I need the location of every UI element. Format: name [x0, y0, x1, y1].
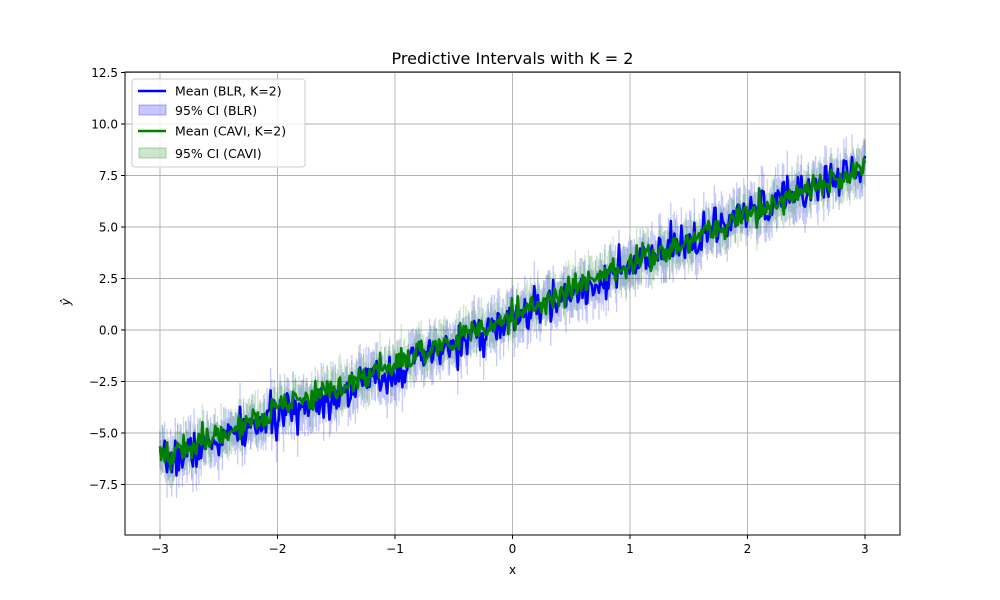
y-tick-label: −2.5	[89, 375, 118, 389]
y-tick-label: 12.5	[91, 66, 118, 80]
x-tick-label: 2	[744, 542, 752, 556]
x-axis-label: x	[509, 563, 516, 577]
x-tick-label: 1	[626, 542, 634, 556]
data-layer	[158, 134, 867, 499]
y-tick-label: 0.0	[99, 324, 118, 338]
legend-item-mean-blr: Mean (BLR, K=2)	[138, 84, 282, 99]
x-tick-label: −1	[386, 542, 404, 556]
legend-item-ci-cavi: 95% CI (CAVI)	[138, 146, 262, 161]
x-tick-label: −2	[269, 542, 287, 556]
legend-label: 95% CI (BLR)	[175, 103, 257, 118]
y-tick-label: −5.0	[89, 427, 118, 441]
legend-patch-cavi-icon	[138, 147, 167, 159]
x-tick-label: −3	[151, 542, 169, 556]
legend-item-mean-cavi: Mean (CAVI, K=2)	[138, 124, 286, 139]
y-tick-label: −7.5	[89, 478, 118, 492]
plot-area	[124, 71, 901, 536]
y-tick-label: 5.0	[99, 221, 118, 235]
legend-label: Mean (BLR, K=2)	[175, 84, 282, 99]
legend-item-ci-blr: 95% CI (BLR)	[138, 103, 257, 118]
legend-box	[131, 78, 306, 168]
y-axis-label: ŷ	[59, 298, 73, 307]
x-tick-label: 0	[509, 542, 517, 556]
x-tick-label: 3	[861, 542, 869, 556]
chart-title: Predictive Intervals with K = 2	[392, 49, 634, 68]
y-tick-label: 10.0	[91, 118, 118, 132]
y-axis-ticks: −7.5 −5.0 −2.5 0.0 2.5 5.0 7.5 10.0 12.5	[89, 66, 125, 492]
grid-lines	[125, 72, 900, 535]
legend-label: Mean (CAVI, K=2)	[175, 124, 286, 139]
legend-patch-blr-icon	[138, 104, 167, 116]
legend: Mean (BLR, K=2) 95% CI (BLR) Mean (CAVI,…	[131, 78, 306, 168]
y-tick-label: 2.5	[99, 272, 118, 286]
mean-line-cavi	[158, 157, 867, 471]
legend-label: 95% CI (CAVI)	[175, 146, 262, 161]
x-axis-ticks: −3 −2 −1 0 1 2 3	[151, 535, 869, 556]
y-tick-label: 7.5	[99, 169, 118, 183]
